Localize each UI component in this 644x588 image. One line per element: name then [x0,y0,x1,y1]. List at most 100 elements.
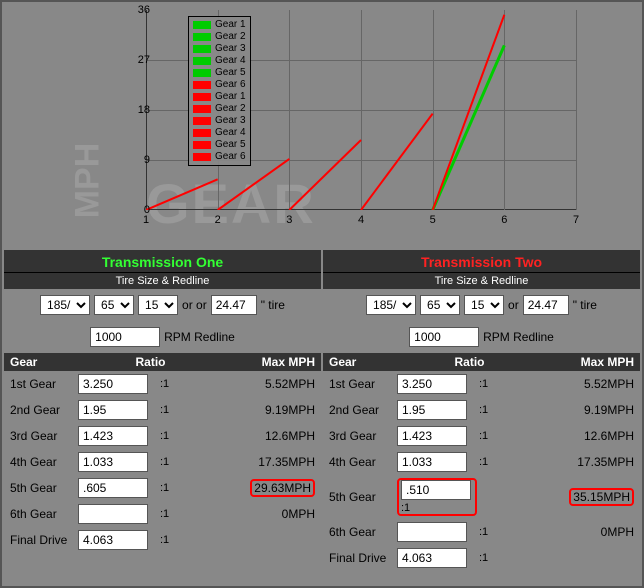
ratio-input[interactable] [78,504,148,524]
gear-label: 2nd Gear [329,403,395,417]
gear-row: 3rd Gear:112.6MPH [4,423,321,449]
gear-row: 5th Gear:129.63MPH [4,475,321,501]
legend-item: Gear 6 [193,151,246,163]
ratio-suffix: :1 [479,526,501,538]
max-mph-value: 17.35MPH [503,455,634,469]
max-mph-value: 12.6MPH [503,429,634,443]
redline-label: RPM Redline [483,330,554,344]
transmission-title: Transmission One [4,250,321,272]
redline-input[interactable] [90,327,160,347]
x-axis-tick: 7 [566,214,586,226]
ratio-input[interactable] [397,374,467,394]
ratio-input[interactable] [397,426,467,446]
gear-row: 1st Gear :15.52MPH [4,371,321,397]
y-axis-tick: 9 [130,154,150,166]
gear-label: 1st Gear [10,377,76,391]
redline-controls: RPM Redline [4,321,321,353]
header-ratio: Ratio [76,355,225,369]
ratio-input[interactable] [78,400,148,420]
gear-label: 3rd Gear [10,429,76,443]
gear-label: 6th Gear [10,507,76,521]
max-mph-value: 29.63MPH [184,479,315,497]
gear-row: 5th Gear :135.15MPH [323,475,640,519]
tire-width-select[interactable]: 185/ [40,295,90,315]
max-mph-value: 0MPH [184,507,315,521]
header-gear: Gear [10,355,76,369]
gear-row: Final Drive :1 [4,527,321,553]
ratio-suffix: :1 [479,430,501,442]
gear-label: 5th Gear [329,490,395,504]
x-axis-tick: 4 [351,214,371,226]
x-axis-tick: 2 [208,214,228,226]
redline-input[interactable] [409,327,479,347]
chart-legend: Gear 1Gear 2Gear 3Gear 4Gear 5Gear 6Gear… [188,16,251,166]
gear-label: 6th Gear [329,525,395,539]
header-gear: Gear [329,355,395,369]
ratio-input[interactable] [78,374,148,394]
tire-diameter-input[interactable] [211,295,257,315]
gear-row: 4th Gear:117.35MPH [323,449,640,475]
ratio-suffix: :1 [479,456,501,468]
gear-row: 3rd Gear:112.6MPH [323,423,640,449]
legend-item: Gear 3 [193,115,246,127]
x-axis-tick: 6 [494,214,514,226]
legend-item: Gear 4 [193,127,246,139]
gear-row: Final Drive:1 [323,545,640,571]
tire-aspect-select[interactable]: 65 [420,295,460,315]
x-axis-tick: 5 [423,214,443,226]
ratio-input[interactable] [78,478,148,498]
legend-item: Gear 2 [193,31,246,43]
ratio-input[interactable] [401,480,471,500]
legend-item: Gear 3 [193,43,246,55]
gears-header: GearRatioMax MPH [4,353,321,371]
header-max: Max MPH [544,355,634,369]
max-mph-value: 35.15MPH [503,488,634,506]
legend-item: Gear 5 [193,67,246,79]
ratio-suffix: :1 [160,456,182,468]
chart-area: MPH GEAR Gear 1Gear 2Gear 3Gear 4Gear 5G… [2,2,642,248]
or-label: or or [182,298,207,312]
max-mph-value: 12.6MPH [184,429,315,443]
tire-width-select[interactable]: 185/ [366,295,416,315]
transmission-column-2: Transmission TwoTire Size & Redline185/6… [323,250,640,571]
tire-wheel-select[interactable]: 15 [464,295,504,315]
gear-label: 1st Gear [329,377,395,391]
ratio-input[interactable] [78,530,148,550]
tire-section-header: Tire Size & Redline [323,272,640,289]
ratio-suffix: :1 [160,378,182,390]
ratio-input[interactable] [397,548,467,568]
gear-row: 6th Gear:10MPH [323,519,640,545]
gear-row: 2nd Gear:19.19MPH [323,397,640,423]
ratio-suffix: :1 [479,404,501,416]
header-ratio: Ratio [395,355,544,369]
tire-unit-label: " tire [261,298,285,312]
ratio-input[interactable] [78,452,148,472]
chart-canvas: MPH GEAR Gear 1Gear 2Gear 3Gear 4Gear 5G… [146,10,586,230]
ratio-suffix: :1 [160,534,182,546]
max-mph-value: 5.52MPH [503,377,634,391]
gear-row: 1st Gear :15.52MPH [323,371,640,397]
tire-aspect-select[interactable]: 65 [94,295,134,315]
legend-item: Gear 2 [193,103,246,115]
app-frame: MPH GEAR Gear 1Gear 2Gear 3Gear 4Gear 5G… [0,0,644,588]
gear-label: Final Drive [329,551,395,565]
transmission-title: Transmission Two [323,250,640,272]
tire-controls: 185/6515 or " tire [323,289,640,321]
ratio-suffix: :1 [479,378,501,390]
ratio-input[interactable] [397,522,467,542]
ratio-input[interactable] [78,426,148,446]
tire-diameter-input[interactable] [523,295,569,315]
ratio-suffix: :1 [160,508,182,520]
max-mph-value: 5.52MPH [184,377,315,391]
gear-label: Final Drive [10,533,76,547]
redline-controls: RPM Redline [323,321,640,353]
ratio-suffix: :1 [160,404,182,416]
y-axis-tick: 27 [130,54,150,66]
ratio-input[interactable] [397,452,467,472]
or-label: or [508,298,519,312]
ratio-input[interactable] [397,400,467,420]
tire-controls: 185/6515 or or " tire [4,289,321,321]
max-mph-value: 9.19MPH [184,403,315,417]
tire-wheel-select[interactable]: 15 [138,295,178,315]
legend-item: Gear 1 [193,19,246,31]
